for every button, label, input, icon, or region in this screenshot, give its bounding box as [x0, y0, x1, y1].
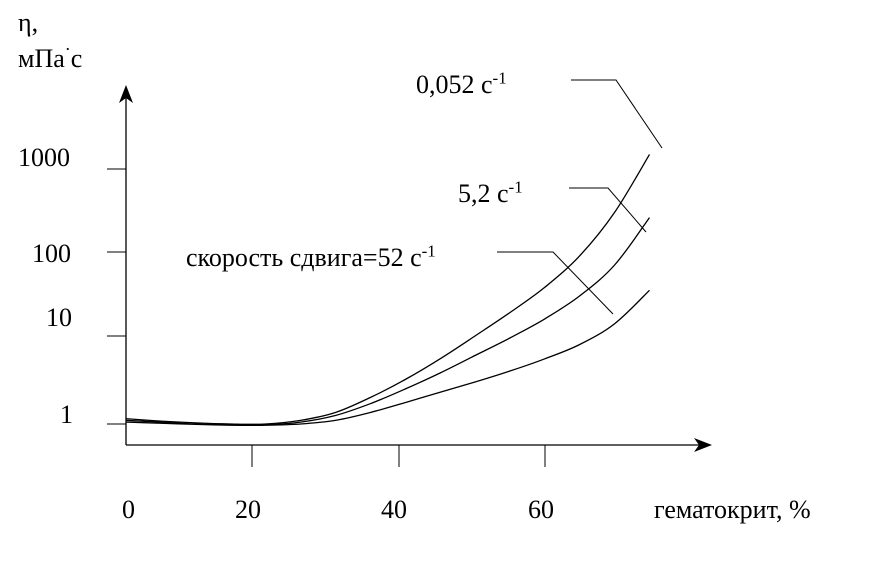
x-axis-label: гематокрит, % — [654, 495, 811, 524]
y-tick-label-1000: 1000 — [18, 143, 70, 172]
x-tick-label-0: 0 — [122, 495, 135, 524]
x-axis-arrow — [694, 438, 712, 452]
y-axis-arrow — [119, 85, 133, 103]
y-unit-dot: · — [64, 39, 71, 59]
x-tick-label-40: 40 — [381, 495, 407, 524]
axes — [119, 85, 712, 452]
y-tick-label-100: 100 — [32, 239, 71, 268]
leader-52 — [497, 251, 614, 315]
y-tick-label-10: 10 — [46, 303, 72, 332]
curve-shear-52 — [125, 289, 650, 426]
y-axis-unit: мПа·с — [18, 40, 83, 73]
leader-0052 — [571, 79, 663, 149]
curve-shear-0052 — [125, 154, 651, 425]
y-unit-main: мПа — [18, 44, 65, 73]
leader-5-2 — [569, 187, 647, 233]
leader-lines — [497, 79, 663, 315]
curves — [125, 154, 651, 426]
series-label-52: 5,2 с-1 — [458, 177, 523, 208]
x-tick-label-60: 60 — [528, 495, 554, 524]
y-unit-end: с — [70, 44, 83, 73]
y-axis-symbol: η, — [18, 8, 39, 37]
y-tick-label-1: 1 — [60, 400, 73, 429]
ticks — [107, 168, 546, 467]
series-label-0052: 0,052 с-1 — [416, 68, 507, 99]
series-label-shear-52: скорость сдвига=52 с-1 — [186, 241, 436, 272]
x-tick-label-20: 20 — [235, 495, 261, 524]
